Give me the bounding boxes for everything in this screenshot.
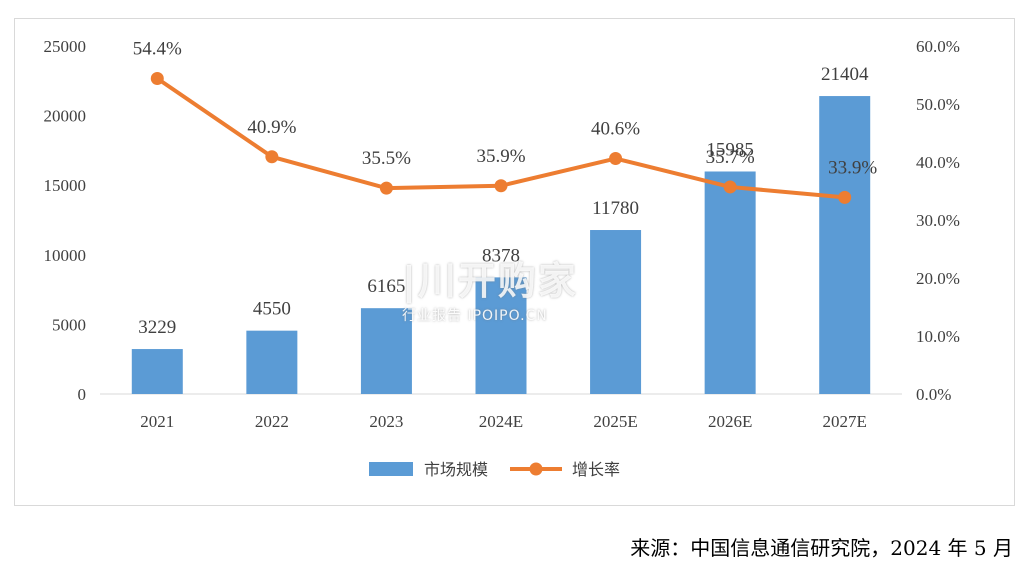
growth-point [838, 190, 852, 204]
bar [819, 96, 871, 394]
bar [246, 330, 298, 394]
chart-frame [14, 18, 1015, 506]
y-left-tick-label: 5000 [52, 315, 86, 334]
legend-label-line: 增长率 [572, 460, 620, 479]
bar-data-label: 15985 [706, 139, 754, 160]
y-right-tick-label: 30.0% [916, 211, 960, 230]
bar-data-label: 21404 [821, 64, 869, 85]
y-left-tick-label: 15000 [44, 176, 87, 195]
legend-label-bar: 市场规模 [424, 460, 488, 479]
y-right-tick-label: 50.0% [916, 95, 960, 114]
growth-point [609, 152, 623, 166]
x-tick-label: 2027E [823, 412, 867, 431]
growth-data-label: 35.5% [362, 148, 411, 169]
y-left-tick-label: 20000 [44, 107, 87, 126]
bar-data-label: 6165 [367, 276, 405, 297]
x-tick-label: 2021 [140, 412, 174, 431]
y-right-tick-label: 20.0% [916, 269, 960, 288]
growth-data-label: 40.6% [591, 119, 640, 140]
bar [131, 349, 183, 394]
growth-point [723, 180, 737, 194]
y-right-tick-label: 10.0% [916, 327, 960, 346]
y-right-tick-label: 40.0% [916, 153, 960, 172]
x-tick-label: 2025E [593, 412, 637, 431]
growth-point [494, 179, 508, 193]
x-tick-label: 2023 [369, 412, 403, 431]
legend-swatch-bar [369, 462, 413, 476]
growth-point [150, 71, 164, 85]
x-tick-label: 2026E [708, 412, 752, 431]
y-right-tick-label: 60.0% [916, 37, 960, 56]
source-note: 来源：中国信息通信研究院，2024 年 5 月 [630, 536, 1013, 560]
growth-data-label: 33.9% [828, 157, 877, 178]
bar [590, 230, 642, 394]
growth-data-label: 54.4% [133, 38, 182, 59]
x-tick-label: 2024E [479, 412, 523, 431]
growth-data-label: 35.7% [706, 147, 755, 168]
x-tick-label: 2022 [255, 412, 289, 431]
growth-data-label: 35.9% [476, 146, 525, 167]
legend-swatch-marker [529, 462, 543, 476]
y-left-tick-label: 0 [78, 385, 87, 404]
bar-data-label: 11780 [592, 198, 639, 219]
growth-point [265, 150, 279, 164]
y-left-tick-label: 25000 [44, 37, 87, 56]
bar [360, 308, 412, 394]
y-left-tick-label: 10000 [44, 246, 87, 265]
growth-data-label: 40.9% [247, 117, 296, 138]
bar [475, 277, 527, 394]
bar-data-label: 3229 [138, 317, 176, 338]
bar-data-label: 8378 [482, 245, 520, 266]
bar-data-label: 4550 [253, 299, 291, 320]
growth-point [379, 181, 393, 195]
bar [704, 171, 756, 394]
y-right-tick-label: 0.0% [916, 385, 951, 404]
